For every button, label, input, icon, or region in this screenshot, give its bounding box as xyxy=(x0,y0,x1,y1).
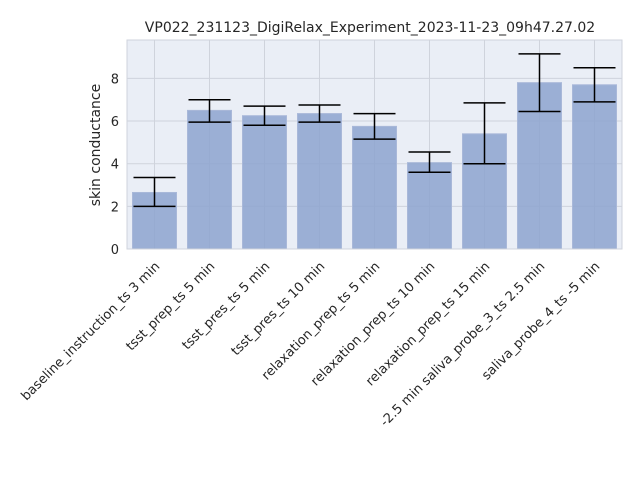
error-bar xyxy=(463,102,506,165)
error-bar xyxy=(188,98,231,123)
y-tick-label: 8 xyxy=(111,72,119,87)
error-bar xyxy=(408,151,451,173)
x-tick-labels: baseline_instruction_ts 3 mintsst_prep_t… xyxy=(19,259,604,430)
y-axis-label: skin conductance xyxy=(88,84,104,206)
y-tick-labels: 0 2 4 6 8 xyxy=(111,72,119,258)
y-tick-label: 0 xyxy=(111,243,119,258)
bar xyxy=(297,113,342,250)
plot-frame xyxy=(126,39,623,250)
error-bar xyxy=(573,66,616,103)
bar xyxy=(187,109,232,250)
error-bar xyxy=(133,176,176,208)
y-tick-label: 2 xyxy=(111,200,119,215)
bar xyxy=(572,84,617,250)
y-tick-label: 4 xyxy=(111,158,119,173)
x-tick-label: saliva_probe_4_ts -5 min xyxy=(479,259,603,383)
error-bars xyxy=(133,53,616,208)
chart-title: VP022_231123_DigiRelax_Experiment_2023-1… xyxy=(145,20,595,36)
x-tick-label: tsst_pres_ts 10 min xyxy=(229,259,329,359)
error-bar xyxy=(353,112,396,140)
error-bar xyxy=(243,105,286,127)
error-bar xyxy=(298,104,341,123)
bars xyxy=(132,82,617,250)
bar xyxy=(407,162,452,250)
error-bar xyxy=(518,53,561,113)
y-tick-label: 6 xyxy=(111,115,119,130)
bar xyxy=(242,115,287,250)
bar xyxy=(352,125,397,250)
